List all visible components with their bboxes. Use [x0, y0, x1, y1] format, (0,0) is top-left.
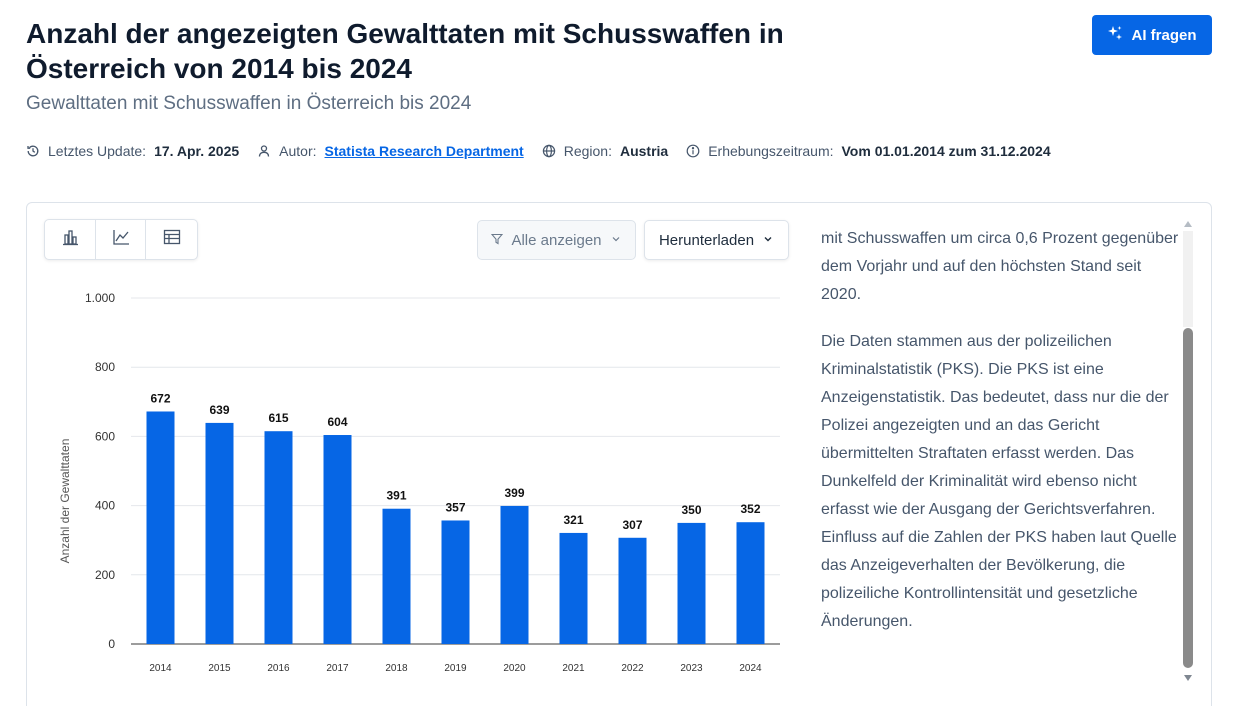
page-title: Anzahl der angezeigten Gewalttaten mit S…	[26, 18, 784, 84]
download-label: Herunterladen	[658, 231, 755, 249]
bar-chart: 0 200 400 600 800 1.000 Anzahl der Gewalttaten…	[58, 291, 780, 674]
y-tick-label: 400	[95, 499, 115, 513]
download-button[interactable]: Herunterladen	[644, 220, 789, 260]
data-label: 391	[386, 489, 406, 503]
data-label: 615	[268, 411, 288, 425]
meta-period: Erhebungszeitraum: Vom 01.01.2014 zum 31…	[686, 143, 1051, 159]
x-tick-label: 2021	[562, 663, 585, 674]
data-label: 352	[740, 502, 760, 516]
filter-label: Alle anzeigen	[511, 231, 602, 249]
bar	[736, 522, 765, 644]
data-label: 672	[150, 391, 170, 405]
meta-update: Letztes Update: 17. Apr. 2025	[26, 143, 239, 159]
x-tick-label: 2023	[680, 663, 703, 674]
ai-ask-button[interactable]: AI fragen	[1092, 15, 1212, 55]
description-scrollbar[interactable]	[1182, 217, 1194, 687]
chart-type-toggle	[44, 219, 198, 260]
meta-region-value: Austria	[619, 143, 669, 159]
line-chart-view-button[interactable]	[96, 220, 147, 259]
data-label: 604	[327, 415, 347, 429]
description-paragraph-1: mit Schusswaffen um circa 0,6 Prozent ge…	[821, 230, 1179, 303]
data-label: 321	[563, 513, 583, 527]
description-panel: mit Schusswaffen um circa 0,6 Prozent ge…	[821, 225, 1179, 705]
user-icon	[257, 144, 271, 158]
x-tick-label: 2017	[326, 663, 349, 674]
meta-update-value: 17. Apr. 2025	[154, 143, 240, 159]
meta-author: Autor: Statista Research Department	[257, 143, 524, 159]
bar	[677, 522, 706, 644]
sparkle-icon	[1107, 25, 1123, 45]
info-icon	[686, 144, 700, 158]
statistic-card: Alle anzeigen Herunterladen 0 200 400 600 80…	[26, 202, 1212, 706]
meta-region-label: Region:	[563, 143, 612, 159]
table-icon	[162, 227, 182, 252]
scrollbar-track	[1183, 231, 1193, 327]
meta-author-link[interactable]: Statista Research Department	[324, 143, 524, 159]
y-tick-label: 200	[95, 568, 115, 582]
x-tick-label: 2020	[503, 663, 526, 674]
data-label: 350	[681, 503, 701, 517]
y-tick-label: 1.000	[85, 291, 115, 305]
bar	[205, 422, 234, 644]
chevron-down-icon	[610, 232, 622, 249]
scrollbar-thumb[interactable]	[1183, 328, 1193, 668]
line-chart-icon	[111, 227, 131, 252]
y-tick-label: 600	[95, 429, 115, 443]
x-tick-label: 2015	[208, 663, 231, 674]
scroll-up-arrow-icon[interactable]	[1184, 221, 1192, 227]
bar-chart-view-button[interactable]	[45, 220, 96, 259]
data-label: 307	[622, 518, 642, 532]
data-label: 639	[209, 403, 229, 417]
page-subtitle: Gewalttaten mit Schusswaffen in Österrei…	[26, 93, 472, 114]
x-tick-label: 2018	[385, 663, 408, 674]
description-paragraph-2: Die Daten stammen aus der polizeilichen …	[821, 333, 1177, 630]
x-tick-label: 2022	[621, 663, 644, 674]
meta-info-bar: Letztes Update: 17. Apr. 2025 Autor: Sta…	[26, 143, 1069, 159]
ai-ask-label: AI fragen	[1131, 26, 1197, 44]
y-axis-label: Anzahl der Gewalttaten	[58, 439, 72, 564]
meta-author-label: Autor:	[279, 143, 317, 159]
meta-period-value: Vom 01.01.2014 zum 31.12.2024	[841, 143, 1051, 159]
filter-icon	[491, 232, 504, 249]
bar	[382, 508, 411, 644]
x-tick-label: 2024	[739, 663, 762, 674]
y-tick-label: 0	[108, 637, 115, 651]
bar-chart-icon	[60, 227, 80, 252]
bar	[264, 431, 293, 644]
scroll-down-arrow-icon[interactable]	[1184, 675, 1192, 681]
meta-update-label: Letztes Update:	[48, 143, 147, 159]
bar	[441, 520, 470, 644]
meta-period-label: Erhebungszeitraum:	[708, 143, 834, 159]
globe-icon	[542, 144, 556, 158]
data-label: 357	[445, 500, 465, 514]
x-tick-label: 2016	[267, 663, 290, 674]
bar	[500, 505, 529, 644]
bar	[146, 411, 175, 644]
x-tick-label: 2014	[149, 663, 172, 674]
chevron-down-icon	[762, 232, 774, 249]
y-tick-label: 800	[95, 360, 115, 374]
meta-region: Region: Austria	[542, 143, 669, 159]
filter-button[interactable]: Alle anzeigen	[477, 220, 636, 260]
bar	[559, 532, 588, 644]
data-label: 399	[504, 486, 524, 500]
bar	[323, 435, 352, 644]
history-icon	[26, 144, 40, 158]
x-tick-label: 2019	[444, 663, 467, 674]
bar	[618, 537, 647, 644]
table-view-button[interactable]	[146, 220, 197, 259]
